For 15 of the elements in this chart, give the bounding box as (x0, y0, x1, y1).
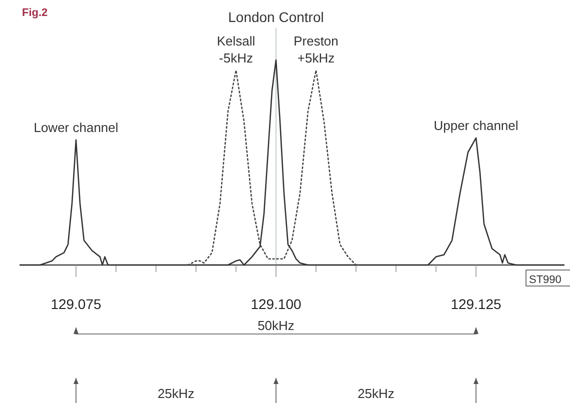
x-tick-label: 129.125 (450, 296, 502, 312)
annotation: Upper channel (434, 118, 518, 133)
ref-line-label: London Control (228, 9, 324, 25)
annotation: -5kHz (219, 50, 253, 66)
annotation: Lower channel (34, 120, 118, 135)
annotation: Kelsall (216, 33, 256, 48)
annotation: Preston (294, 33, 338, 48)
text: 25kHz (158, 386, 194, 401)
x-tick-label: 129.075 (50, 296, 102, 312)
caption: Fig.2 (22, 7, 48, 19)
annotation: +5kHz (297, 50, 335, 66)
x-tick-label: 129.100 (250, 296, 302, 312)
text: 25kHz (358, 386, 394, 401)
text: 50kHz (258, 318, 294, 333)
text: ST990 (529, 274, 562, 286)
